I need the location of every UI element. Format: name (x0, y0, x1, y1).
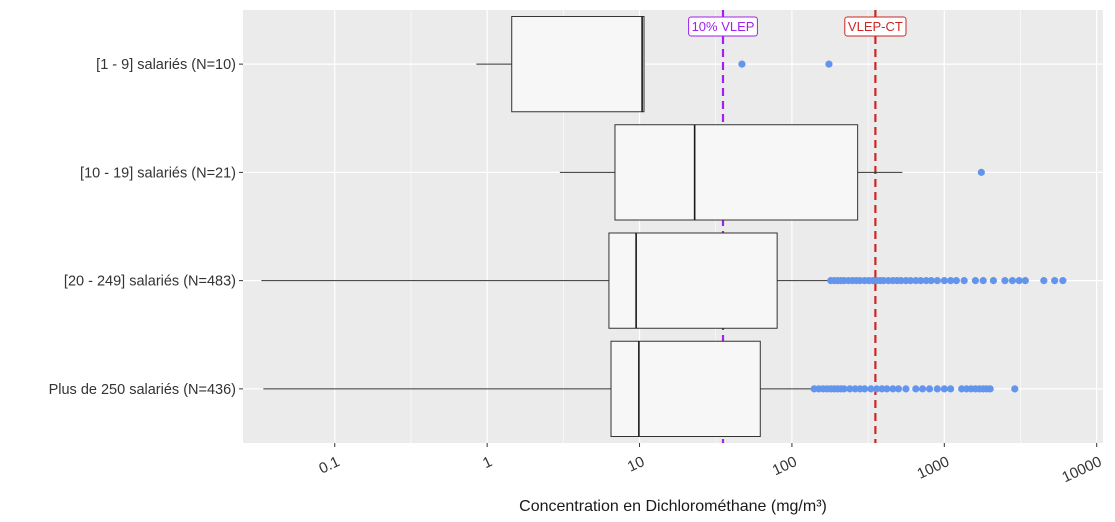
outlier-point (861, 385, 869, 393)
reference-label-text: 10% VLEP (692, 19, 755, 34)
x-tick-label: 1 (480, 453, 495, 472)
outlier-point (873, 385, 881, 393)
outlier-point (840, 385, 848, 393)
box-group (263, 340, 812, 438)
outlier-point (989, 277, 998, 285)
x-tick-label: 0.1 (316, 453, 342, 477)
y-category-label: [10 - 19] salariés (N=21) (80, 165, 236, 181)
outlier-points (738, 60, 1067, 393)
outlier-point (738, 60, 746, 68)
reference-label-box (844, 16, 907, 37)
y-category-label: Plus de 250 salariés (N=436) (49, 382, 236, 398)
x-tick-label: 100 (770, 453, 800, 479)
box-iqr (608, 232, 778, 329)
outlier-point (922, 277, 930, 285)
box-iqr (511, 15, 645, 113)
outlier-point (883, 385, 891, 393)
reference-line-labels: 10% VLEP VLEP-CT (688, 16, 907, 37)
outlier-point (1059, 277, 1067, 285)
reference-label: 10% VLEP (688, 16, 758, 37)
outlier-point (940, 385, 948, 393)
outlier-point (1040, 277, 1048, 285)
outlier-point (947, 277, 955, 285)
y-category-label: [1 - 9] salariés (N=10) (96, 57, 236, 73)
y-axis-category-labels: [1 - 9] salariés (N=10) [10 - 19] salarié… (49, 57, 243, 398)
box-group (261, 232, 829, 329)
reference-label: VLEP-CT (844, 16, 907, 37)
outlier-point (933, 385, 941, 393)
outlier-point (986, 385, 994, 393)
outlier-point (825, 60, 833, 68)
outlier-point (979, 277, 987, 285)
outlier-point (1001, 277, 1009, 285)
boxes (261, 15, 903, 438)
outlier-point (912, 385, 920, 393)
outlier-point (917, 277, 925, 285)
x-tick-label: 1000 (915, 453, 952, 483)
reference-label-box (688, 16, 758, 37)
x-tick-label: 10 (625, 453, 647, 475)
outlier-point (1015, 277, 1023, 285)
outlier-point (1008, 277, 1017, 285)
outlier-point (918, 385, 927, 393)
outlier-point (902, 385, 910, 393)
outlier-point (867, 385, 875, 393)
x-axis-title: Concentration en Dichlorométhane (mg/m³) (519, 498, 827, 515)
outlier-point (846, 385, 854, 393)
outlier-point (971, 277, 980, 285)
outlier-point (947, 385, 955, 393)
y-category-label: [20 - 249] salariés (N=483) (64, 274, 236, 290)
x-axis-tick-labels: 0.1 1 10 100 1000 10000 (316, 443, 1104, 486)
box-group (559, 124, 903, 221)
outlier-point (925, 385, 934, 393)
reference-lines (721, 10, 877, 443)
outlier-point (1021, 277, 1029, 285)
outlier-point (1011, 385, 1019, 393)
outlier-point (933, 277, 941, 285)
outlier-point (977, 168, 985, 176)
reference-label-text: VLEP-CT (848, 19, 903, 34)
box-group (476, 15, 645, 113)
outlier-point (940, 277, 948, 285)
outlier-point (960, 277, 968, 285)
box-iqr (610, 340, 761, 438)
outlier-point (927, 277, 935, 285)
x-tick-label: 10000 (1059, 453, 1104, 486)
outlier-point (952, 277, 960, 285)
outlier-point (906, 277, 915, 285)
outlier-point (894, 385, 903, 393)
outlier-point (889, 385, 897, 393)
box-iqr (614, 124, 859, 221)
outlier-point (1051, 277, 1059, 285)
